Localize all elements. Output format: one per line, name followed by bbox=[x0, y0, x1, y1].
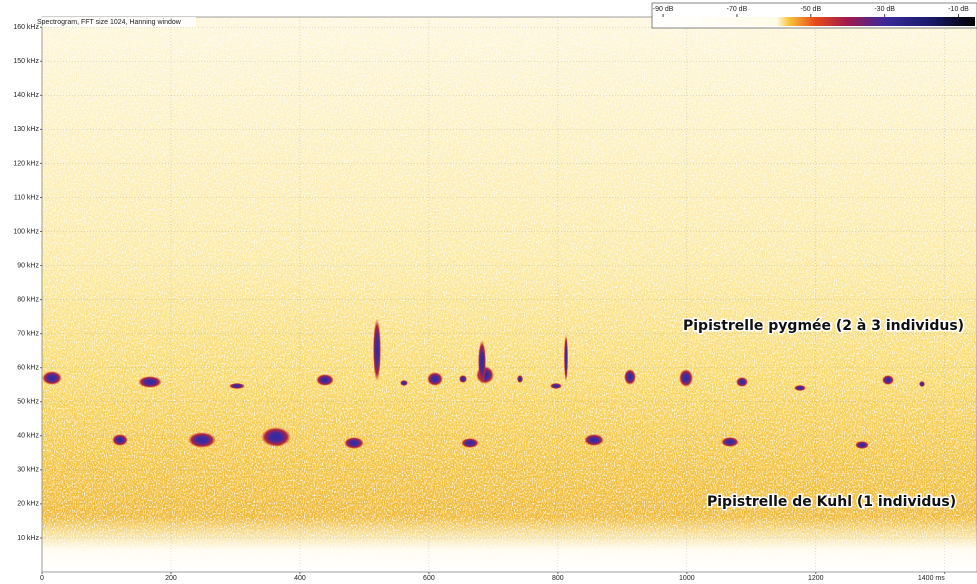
y-tick-label: 150 kHz bbox=[13, 58, 39, 65]
y-tick-label: 30 kHz bbox=[17, 467, 39, 474]
x-tick-label: 200 bbox=[165, 575, 177, 582]
y-tick-label: 60 kHz bbox=[17, 365, 39, 372]
annotation: Pipistrelle pygmée (2 à 3 individus) bbox=[683, 318, 964, 334]
x-tick-label: 1200 bbox=[808, 575, 824, 582]
x-tick-label: 800 bbox=[552, 575, 564, 582]
y-tick-label: 90 kHz bbox=[17, 262, 39, 269]
plot-frame bbox=[41, 16, 977, 573]
y-tick-label: 160 kHz bbox=[13, 24, 39, 31]
y-tick-label: 70 kHz bbox=[17, 331, 39, 338]
y-tick-label: 120 kHz bbox=[13, 160, 39, 167]
colorbar bbox=[655, 17, 975, 26]
y-tick-label: 20 kHz bbox=[17, 501, 39, 508]
y-tick-label: 50 kHz bbox=[17, 399, 39, 406]
x-tick-label: 1400 ms bbox=[918, 575, 945, 582]
annotation: Pipistrelle de Kuhl (1 individus) bbox=[707, 494, 956, 510]
y-tick-label: 110 kHz bbox=[14, 194, 40, 201]
colorbar-tick-label: -10 dB bbox=[948, 6, 969, 13]
bat-calls bbox=[42, 318, 925, 449]
chart-title: Spectrogram, FFT size 1024, Hanning wind… bbox=[37, 19, 182, 26]
colorbar-tick-label: -70 dB bbox=[727, 6, 748, 13]
colorbar-tick-label: -50 dB bbox=[800, 6, 821, 13]
spectrogram-noise bbox=[42, 17, 977, 572]
title-box bbox=[36, 17, 196, 27]
y-tick-label: 40 kHz bbox=[17, 433, 39, 440]
x-tick-label: 400 bbox=[294, 575, 306, 582]
colorbar-tick-label: -30 dB bbox=[874, 6, 895, 13]
x-tick-label: 0 bbox=[40, 575, 44, 582]
y-tick-label: 80 kHz bbox=[17, 296, 39, 303]
y-tick-label: 10 kHz bbox=[17, 535, 39, 542]
x-tick-label: 600 bbox=[423, 575, 435, 582]
y-tick-label: 100 kHz bbox=[13, 228, 39, 235]
colorbar-tick-label: -90 dB bbox=[653, 6, 674, 13]
y-tick-label: 140 kHz bbox=[13, 92, 39, 99]
y-tick-label: 130 kHz bbox=[13, 126, 39, 133]
x-tick-label: 1000 bbox=[679, 575, 695, 582]
